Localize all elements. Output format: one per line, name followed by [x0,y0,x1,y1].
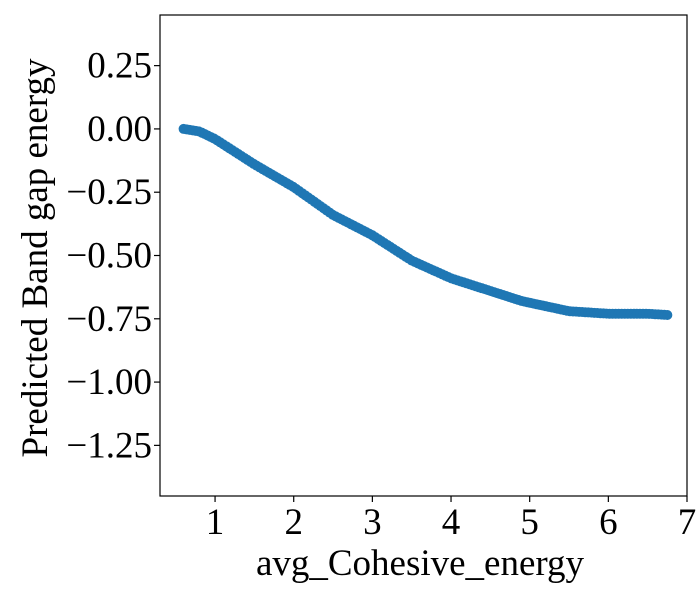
x-tick-label: 6 [599,502,618,543]
x-tick-label: 7 [678,502,697,543]
x-tick-label: 5 [520,502,539,543]
x-tick-label: 3 [363,502,382,543]
data-point [662,309,673,320]
y-axis-ticks: 0.25 0.00 −0.25 −0.50 −0.75 −1.00 −1.25 [66,46,160,466]
plot-frame [159,14,688,497]
x-tick-label: 1 [206,502,225,543]
x-tick-label: 2 [284,502,303,543]
x-axis-ticks: 1 2 3 4 5 6 7 [206,496,696,543]
y-axis-title: Predicted Band gap energy [15,58,56,457]
y-tick-label: −0.75 [66,299,152,340]
data-points [178,123,673,320]
x-tick-label: 4 [442,502,461,543]
y-tick-label: −0.25 [66,172,152,213]
y-tick-label: −0.50 [66,236,152,277]
y-tick-label: −1.00 [66,362,152,403]
x-axis-title: avg_Cohesive_energy [256,543,585,584]
y-tick-label: 0.25 [87,46,152,87]
y-tick-label: −1.25 [66,425,152,466]
y-tick-label: 0.00 [87,109,152,150]
